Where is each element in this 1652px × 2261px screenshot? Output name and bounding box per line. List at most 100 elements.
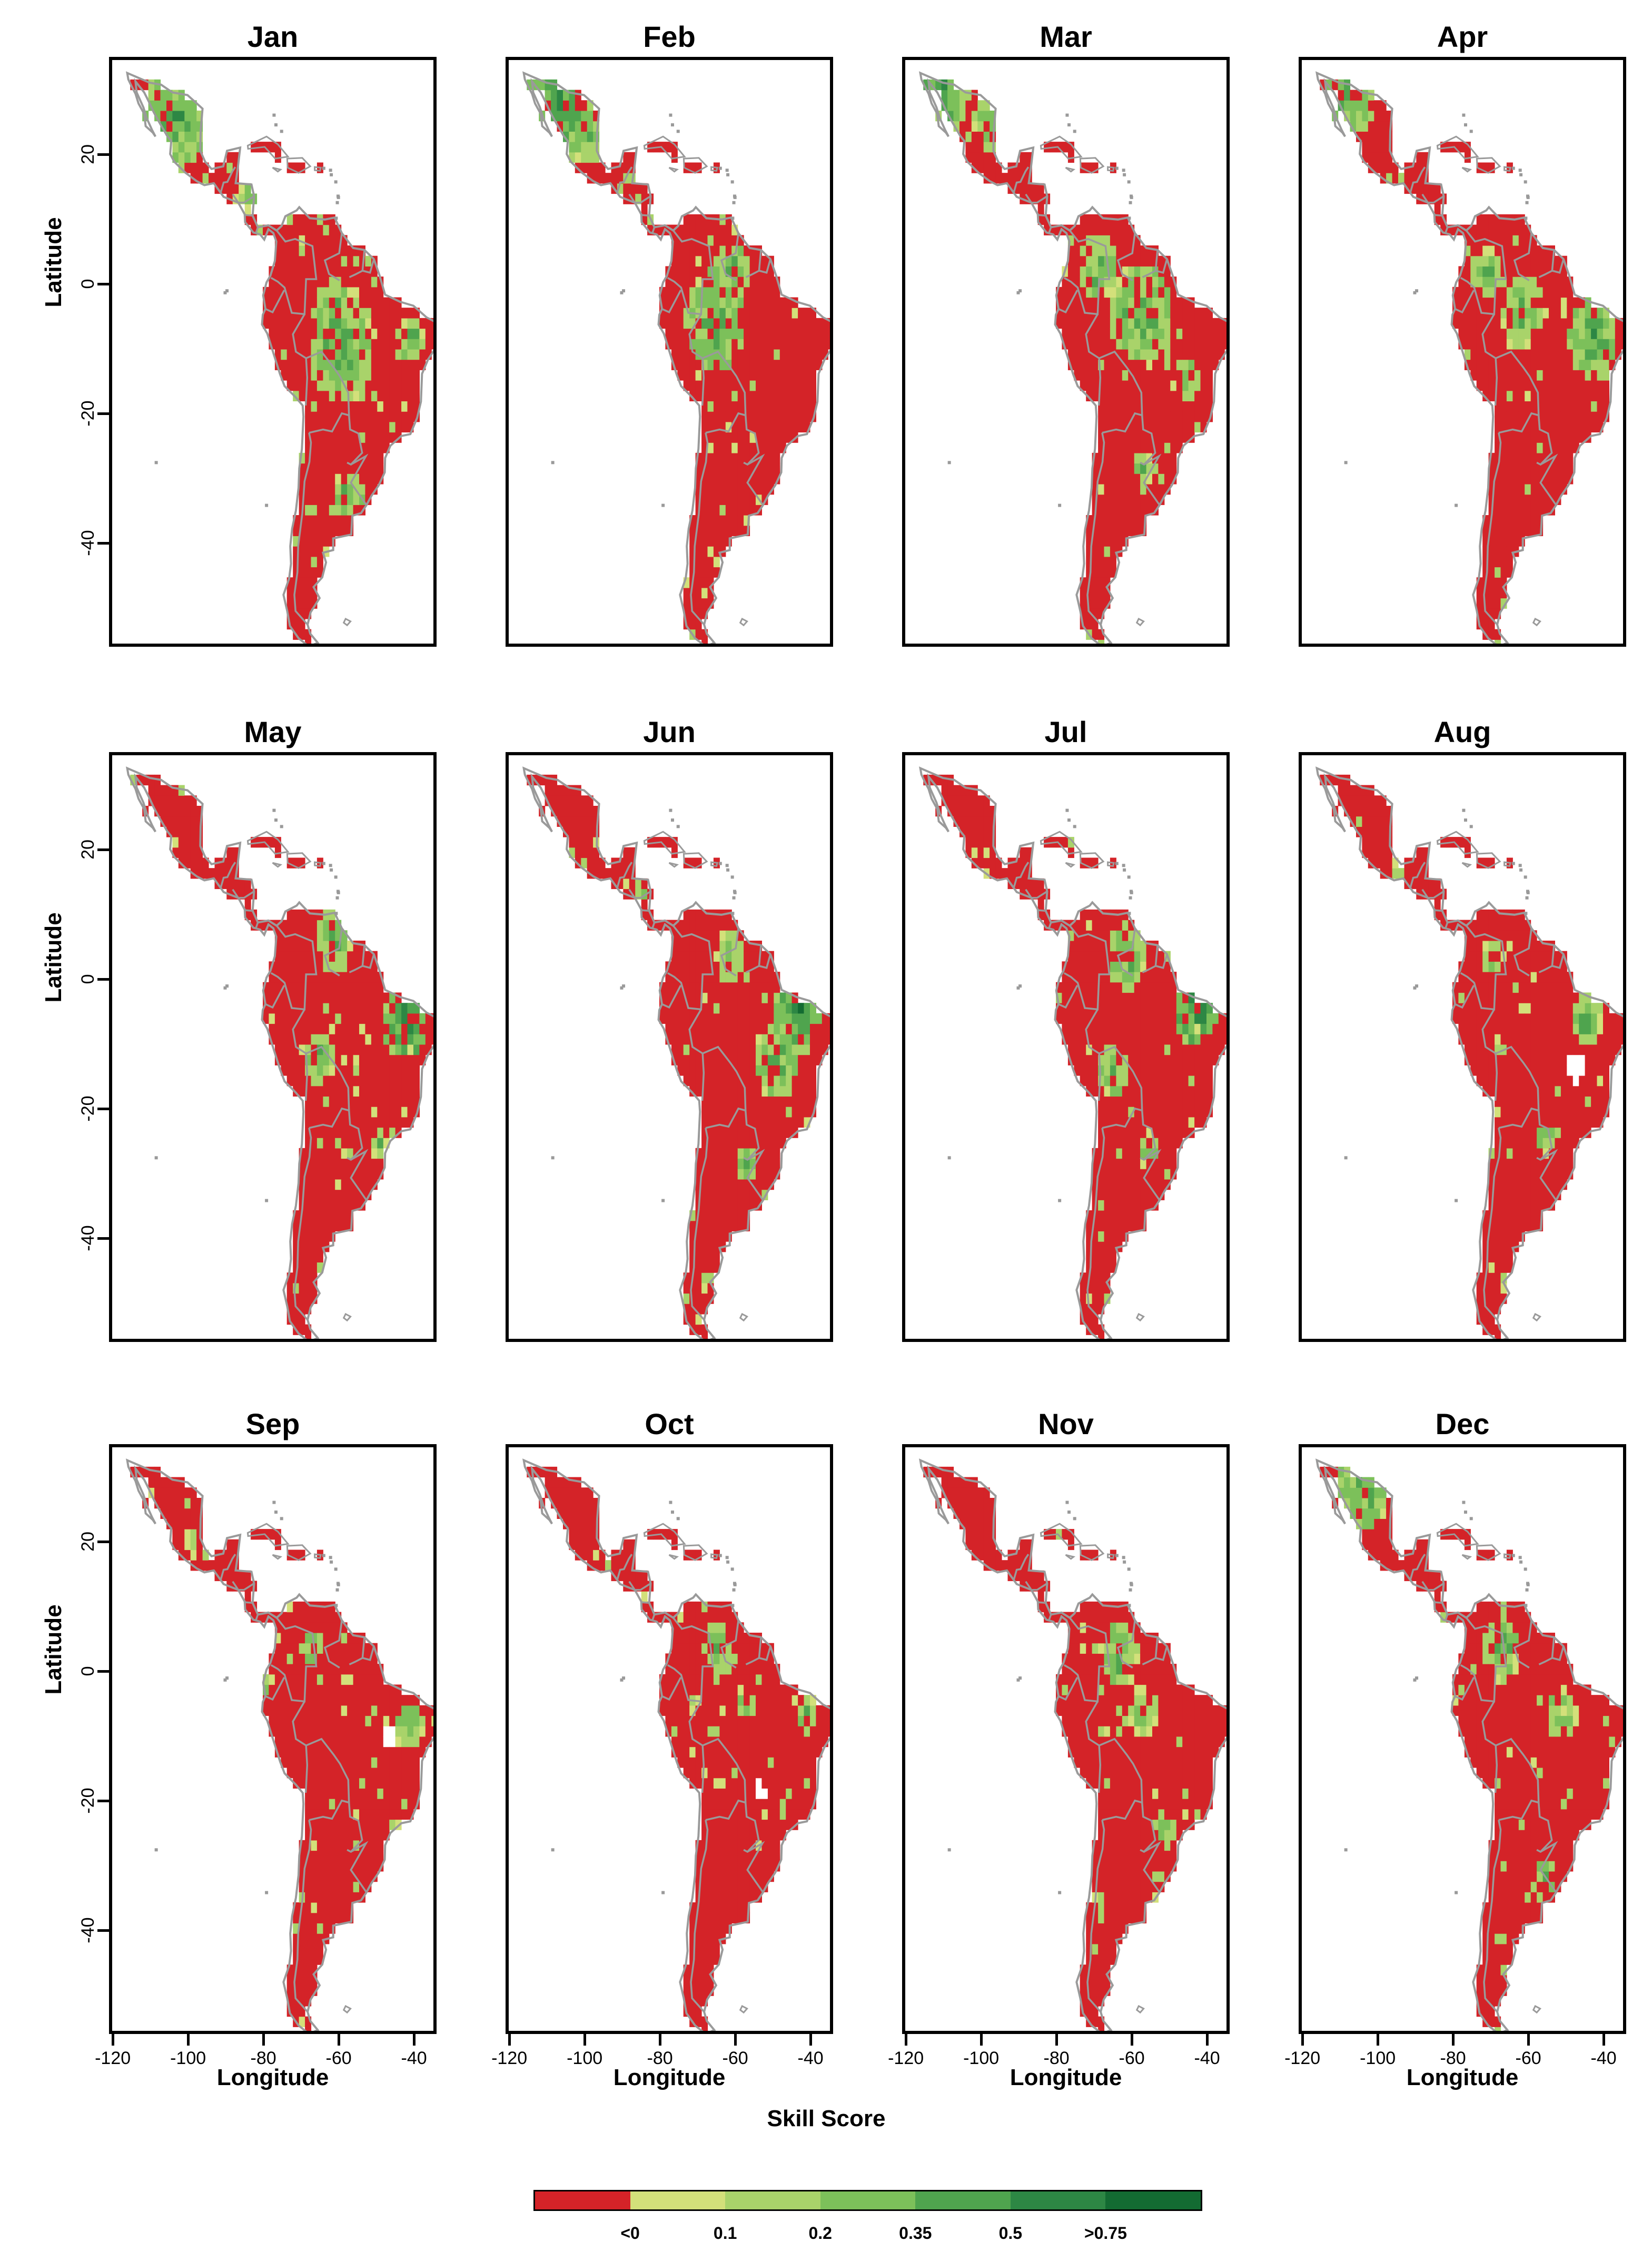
colorbar-segment: [725, 2191, 820, 2209]
country-border: [362, 954, 375, 969]
island-outline: [1503, 861, 1511, 867]
country-border: [651, 922, 656, 930]
map-panel-apr: [1299, 57, 1626, 647]
country-border: [1513, 1620, 1532, 1668]
x-tick-mark: [1131, 2034, 1134, 2046]
country-border: [1058, 1677, 1079, 1701]
x-tick-label: -60: [722, 2048, 748, 2068]
map-nov: [919, 1458, 1226, 2031]
coastline: [919, 766, 1226, 1339]
small-island: [1413, 291, 1417, 294]
country-border: [1495, 1737, 1540, 1803]
country-border: [1460, 230, 1507, 315]
x-tick-mark: [1527, 2034, 1530, 2046]
island-outline: [342, 2005, 352, 2014]
small-island: [947, 461, 951, 465]
island-outline: [1503, 166, 1511, 172]
country-border: [1435, 1601, 1442, 1604]
country-border: [1143, 1841, 1162, 1893]
island-outline: [1135, 2005, 1145, 2014]
country-border: [1460, 1617, 1507, 1703]
map-panel-mar: [902, 57, 1230, 647]
country-border: [1143, 453, 1162, 506]
country-border: [1421, 1581, 1445, 1591]
small-island: [1455, 1199, 1458, 1202]
coastline: [1315, 766, 1623, 1339]
country-border: [690, 1820, 709, 2013]
y-tick-mark: [97, 978, 109, 981]
y-tick-mark: [97, 1107, 109, 1110]
small-island: [329, 1556, 332, 1559]
small-island: [1073, 130, 1076, 133]
small-island: [1127, 1604, 1131, 1607]
y-tick-label: 20: [78, 1531, 98, 1552]
country-border: [265, 1677, 285, 1701]
country-border: [1047, 1614, 1052, 1622]
x-tick-mark: [508, 2034, 511, 2046]
panel-title-sep: Sep: [245, 1407, 300, 1440]
country-border: [1551, 954, 1565, 969]
country-border: [1102, 1799, 1156, 1853]
country-border: [1538, 250, 1555, 278]
country-border: [616, 862, 633, 888]
country-border: [690, 1128, 709, 1321]
island-outline: [1436, 135, 1479, 160]
country-border: [702, 350, 747, 416]
island-outline: [272, 862, 283, 868]
small-island: [1067, 1510, 1071, 1514]
x-tick-label: -60: [325, 2048, 352, 2068]
panel-title-apr: Apr: [1437, 20, 1488, 53]
country-border: [293, 432, 312, 626]
country-border: [1513, 928, 1532, 976]
country-border: [1483, 432, 1502, 626]
small-island: [1462, 113, 1466, 117]
skill-cells: [130, 774, 433, 1339]
small-island: [1526, 1583, 1530, 1586]
small-island: [223, 291, 227, 294]
small-island: [1344, 1848, 1348, 1852]
country-border: [293, 1128, 312, 1321]
island-outline: [1436, 831, 1479, 855]
x-tick-label: -60: [1119, 2048, 1145, 2068]
small-island: [1526, 891, 1530, 894]
country-border: [309, 412, 363, 466]
small-island: [671, 1510, 674, 1514]
panel-title-dec: Dec: [1435, 1407, 1490, 1440]
island-outline: [643, 831, 686, 855]
small-island: [334, 1604, 338, 1607]
y-tick-label: -20: [78, 1788, 98, 1814]
country-border: [1143, 1149, 1162, 1201]
island-outline: [1135, 1312, 1145, 1322]
small-island: [330, 1560, 333, 1564]
island-outline: [1040, 1523, 1083, 1547]
colorbar-segment: [820, 2191, 916, 2209]
small-island: [1469, 130, 1473, 133]
small-island: [337, 891, 340, 894]
island-outline: [314, 166, 322, 172]
country-border: [1047, 922, 1052, 930]
country-border: [1013, 862, 1030, 888]
x-axis-label: Longitude: [1010, 2065, 1122, 2090]
small-island: [272, 808, 276, 812]
coastline: [919, 71, 1226, 644]
small-island: [225, 1676, 229, 1680]
map-jul: [919, 766, 1226, 1339]
country-border: [323, 928, 343, 976]
country-border: [641, 1601, 649, 1604]
small-island: [725, 864, 729, 867]
x-tick-label: -100: [170, 2048, 206, 2068]
island-outline: [286, 852, 312, 869]
panel-title-nov: Nov: [1038, 1407, 1094, 1440]
map-jan: [126, 71, 433, 644]
small-island: [1526, 195, 1530, 199]
map-oct: [522, 1458, 830, 2031]
island-outline: [246, 1523, 290, 1547]
small-island: [947, 1156, 951, 1160]
small-island: [274, 1510, 278, 1514]
island-outline: [643, 135, 686, 160]
x-tick-label: -100: [963, 2048, 1000, 2068]
small-island: [671, 123, 674, 127]
colorbar-label: 0.2: [808, 2224, 832, 2243]
island-outline: [682, 157, 708, 174]
small-island: [620, 291, 624, 294]
